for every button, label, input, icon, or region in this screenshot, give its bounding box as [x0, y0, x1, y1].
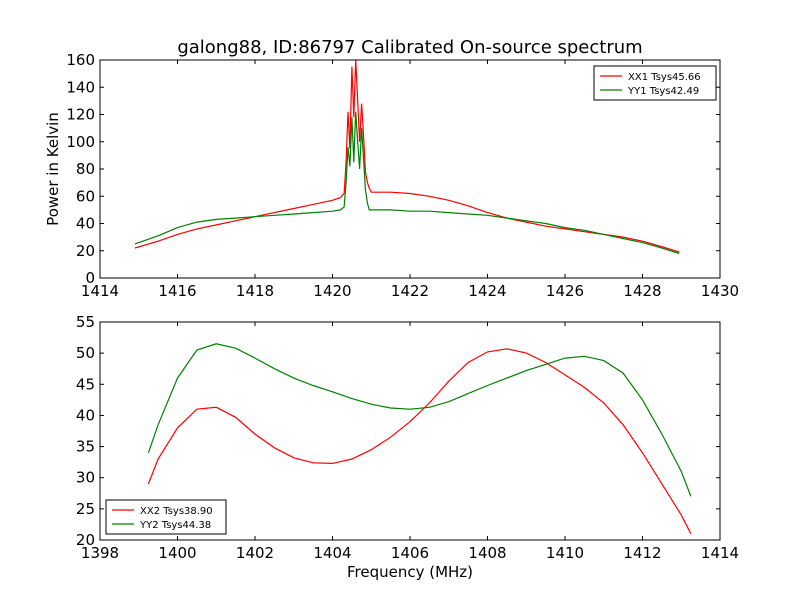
- x-tick-label: 1430: [701, 282, 739, 300]
- x-tick-label: 1422: [391, 282, 429, 300]
- top-axes: 1414 1416 1418 1420 1422 1424 1426 1428 1430 0 20 4…: [44, 51, 739, 300]
- y-tick-label: 140: [66, 78, 95, 96]
- x-tick-label: 1414: [81, 282, 119, 300]
- x-tick-label: 1404: [313, 544, 351, 562]
- x-tick-label: 1428: [623, 282, 661, 300]
- y-tick-label: 40: [76, 406, 95, 424]
- y-tick-label: 30: [76, 469, 95, 487]
- y-tick-label: 100: [66, 133, 95, 151]
- bottom-axes: 1398 1400 1402 1404 1406 1408 1410 1412 1414 20 25…: [76, 313, 739, 581]
- y-tick-label: 40: [76, 215, 95, 233]
- x-tick-label: 1408: [468, 544, 506, 562]
- x-tick-label: 1416: [158, 282, 196, 300]
- series-line-2-2: [147, 343, 692, 497]
- x-tick-label: 1402: [236, 544, 274, 562]
- x-tick-label: 1398: [81, 544, 119, 562]
- legend: XX1 Tsys45.66 YY1 Tsys42.49: [593, 65, 717, 101]
- legend-entry-label: YY2 Tsys44.38: [139, 520, 211, 531]
- y-tick-label: 45: [76, 375, 95, 393]
- chart-title: galong88, ID:86797 Calibrated On-source …: [177, 37, 642, 58]
- y-tick-label: 20: [76, 531, 95, 549]
- legend-entry-label: XX2 Tsys38.90: [140, 506, 213, 517]
- x-tick-label: 1406: [391, 544, 429, 562]
- legend-entry-label: XX1 Tsys45.66: [628, 72, 701, 83]
- x-tick-label: 1418: [236, 282, 274, 300]
- x-tick-label: 1424: [468, 282, 506, 300]
- x-tick-label: 1400: [158, 544, 196, 562]
- x-tick-label: 1420: [313, 282, 351, 300]
- legend-entry-label: YY1 Tsys42.49: [627, 86, 699, 97]
- y-tick-label: 120: [66, 106, 95, 124]
- x-tick-label: 1426: [546, 282, 584, 300]
- series-line-1-1: [134, 60, 680, 253]
- y-tick-label: 20: [76, 242, 95, 260]
- legend-box: [105, 499, 227, 535]
- y-axis-label: Power in Kelvin: [44, 112, 62, 226]
- y-tick-label: 60: [76, 187, 95, 205]
- series-line-2-1: [147, 348, 692, 535]
- y-tick-label: 0: [85, 269, 95, 287]
- x-axis-label: Frequency (MHz): [347, 563, 473, 581]
- series-line-1-2: [134, 111, 680, 255]
- x-tick-label: 1412: [623, 544, 661, 562]
- x-tick-label: 1410: [546, 544, 584, 562]
- y-tick-label: 35: [76, 438, 95, 456]
- y-tick-label: 160: [66, 51, 95, 69]
- legend: XX2 Tsys38.90 YY2 Tsys44.38: [105, 499, 227, 535]
- y-tick-label: 50: [76, 344, 95, 362]
- y-tick-label: 80: [76, 160, 95, 178]
- x-tick-label: 1414: [701, 544, 739, 562]
- y-tick-label: 25: [76, 500, 95, 518]
- y-tick-label: 55: [76, 313, 95, 331]
- legend-box: [593, 65, 717, 101]
